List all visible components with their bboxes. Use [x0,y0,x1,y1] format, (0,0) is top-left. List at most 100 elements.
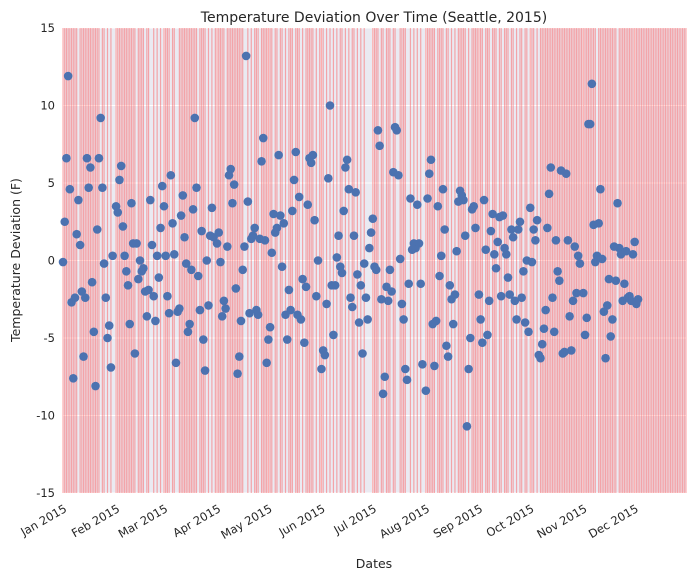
data-point [322,299,331,309]
data-point [68,374,78,383]
data-point [200,366,210,375]
data-point [440,225,449,234]
data-point [197,226,206,236]
data-point [312,291,321,301]
data-point [337,268,347,278]
data-point [122,267,131,276]
data-point [80,293,90,303]
data-point [228,198,237,208]
data-point [543,223,552,233]
data-point [368,214,378,223]
y-tick-label: -15 [36,486,55,500]
data-point [585,119,595,129]
data-point [490,250,499,259]
data-point [334,231,343,240]
data-point [187,265,196,275]
data-point [195,305,205,315]
data-point [431,316,441,326]
data-point [394,170,403,180]
data-point [207,203,217,213]
y-tick-label: 10 [40,99,55,113]
data-point [414,239,424,248]
data-point [279,219,289,228]
data-point [377,294,386,304]
data-point [132,239,141,248]
data-point [272,223,282,233]
data-point [531,236,540,245]
data-point [221,304,230,313]
data-point [587,79,597,89]
data-point [392,126,402,135]
data-point [164,308,174,318]
data-point [330,281,340,290]
x-tick-label: Jul 2015 [330,501,378,537]
data-point [339,206,348,216]
data-point [241,51,251,61]
data-point [161,251,170,261]
data-point [397,299,407,309]
data-point [300,338,309,347]
data-point [464,364,473,374]
data-point [359,259,369,268]
data-point [96,113,105,123]
data-point [58,257,68,267]
data-point [94,153,104,163]
data-point [563,236,573,245]
data-point [306,158,316,168]
data-point [277,262,287,272]
data-point [125,319,135,329]
data-point [466,333,475,343]
data-point [127,198,136,208]
data-point [303,200,313,209]
data-point [353,270,362,279]
data-point [89,327,99,337]
data-point [375,141,384,151]
data-point [219,296,229,306]
data-point [351,188,360,197]
data-point [180,232,189,242]
data-point [486,226,496,236]
data-point [596,184,605,194]
data-point [296,315,306,324]
data-point [294,192,304,202]
data-point [546,163,556,172]
data-point [342,155,352,165]
data-point [274,150,283,160]
data-point [113,208,123,217]
data-point [103,333,112,343]
data-point [190,113,200,123]
y-tick-label: 15 [40,21,55,35]
data-point [149,291,159,301]
data-point [65,184,75,194]
data-point [260,236,270,245]
data-point [363,315,372,324]
data-points [58,51,643,431]
x-tick-label: Oct 2015 [484,501,537,540]
data-point [628,250,638,259]
data-point [438,184,448,194]
data-point [520,318,530,327]
data-point [421,386,431,396]
data-point [317,364,326,374]
data-point [282,335,292,344]
data-point [358,349,367,358]
data-point [233,369,242,378]
data-point [560,347,569,357]
data-point [286,305,295,315]
data-point [104,321,114,330]
data-point [402,375,412,385]
data-point [301,282,311,292]
data-point [135,256,145,265]
data-point [555,276,564,285]
y-axis-ticks: -15 -10 -5 0 5 10 15 [36,21,55,500]
y-tick-label: -5 [44,331,55,345]
data-point [549,327,559,337]
data-point [579,288,588,298]
y-tick-label: 5 [48,176,55,190]
data-point [406,194,415,203]
data-point [134,274,143,284]
data-point [537,339,547,349]
y-tick-label: -10 [36,409,55,423]
data-point [185,319,194,329]
